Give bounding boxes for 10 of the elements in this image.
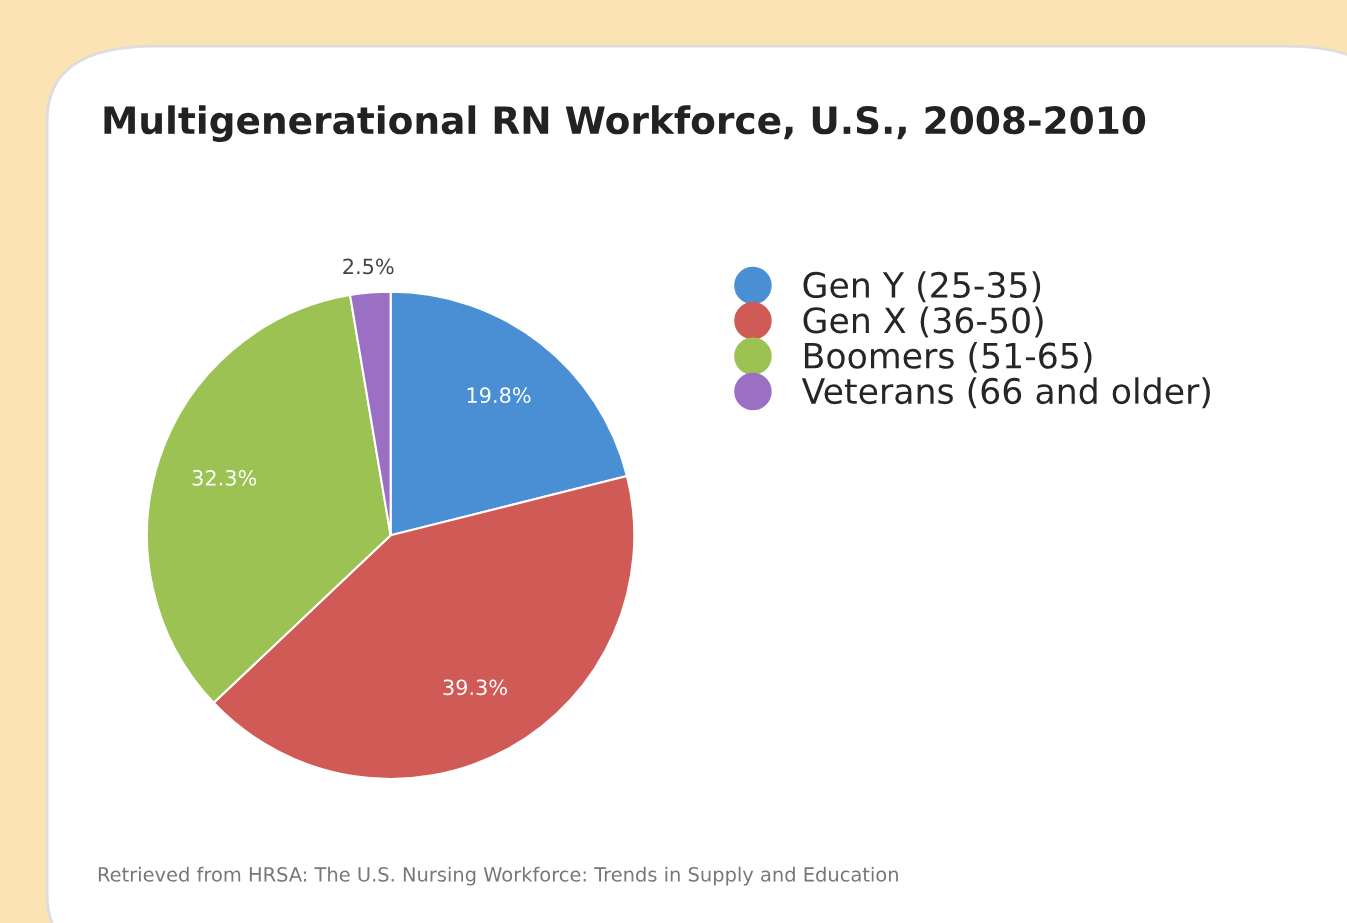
data-label: 19.8% — [467, 387, 531, 404]
legend-label: Gen X (36-50) — [803, 306, 1043, 338]
data-label: 32.3% — [192, 469, 257, 486]
chart-title: Multigenerational RN Workforce, U.S., 2008-2010 — [104, 105, 1146, 142]
data-label: 39.3% — [443, 679, 507, 696]
legend-label: Boomers (51-65) — [804, 341, 1092, 373]
legend-label: Veterans (66 and older) — [801, 377, 1210, 409]
legend-label: Gen Y (25-35) — [803, 271, 1041, 303]
text: Retrieved from HRSA: The U.S. Nursing Workforce: Trends in Supply and Education — [98, 866, 898, 886]
data-label: 2.5% — [343, 258, 394, 275]
